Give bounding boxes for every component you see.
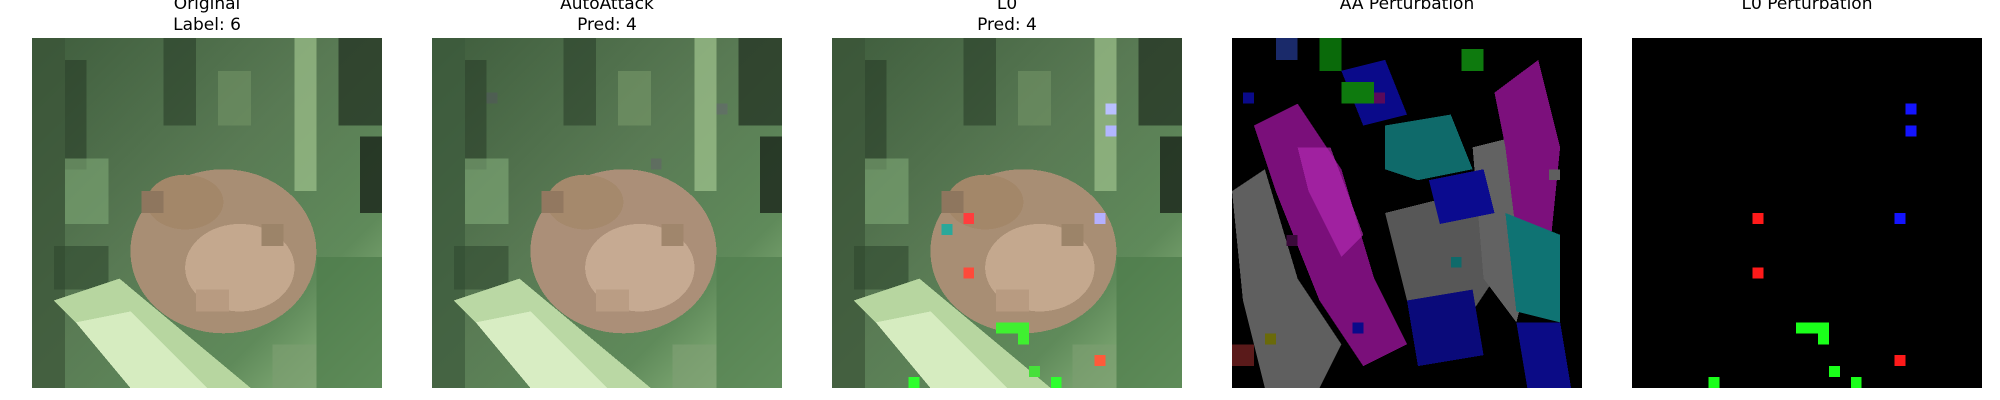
- panel-title-autoattack: AutoAttack Pred: 4: [560, 0, 654, 35]
- autoattack-image: [432, 38, 782, 388]
- panel-autoattack: AutoAttack Pred: 4: [432, 0, 782, 400]
- panel-l0-perturbation: L0 Perturbation: [1632, 0, 1982, 400]
- l0-image: [832, 38, 1182, 388]
- panel-aa-perturbation: AA Perturbation: [1232, 0, 1582, 400]
- panel-title-l0: L0 Pred: 4: [977, 0, 1037, 35]
- panel-title-aa-perturbation: AA Perturbation: [1339, 0, 1475, 14]
- panel-title-original: Original Label: 6: [173, 0, 241, 35]
- aa-perturbation-map: [1232, 38, 1582, 388]
- l0-perturbation-map: [1632, 38, 1982, 388]
- panel-original: Original Label: 6: [32, 0, 382, 400]
- original-image: [32, 38, 382, 388]
- panel-title-l0-perturbation: L0 Perturbation: [1741, 0, 1873, 14]
- panel-l0: L0 Pred: 4: [832, 0, 1182, 400]
